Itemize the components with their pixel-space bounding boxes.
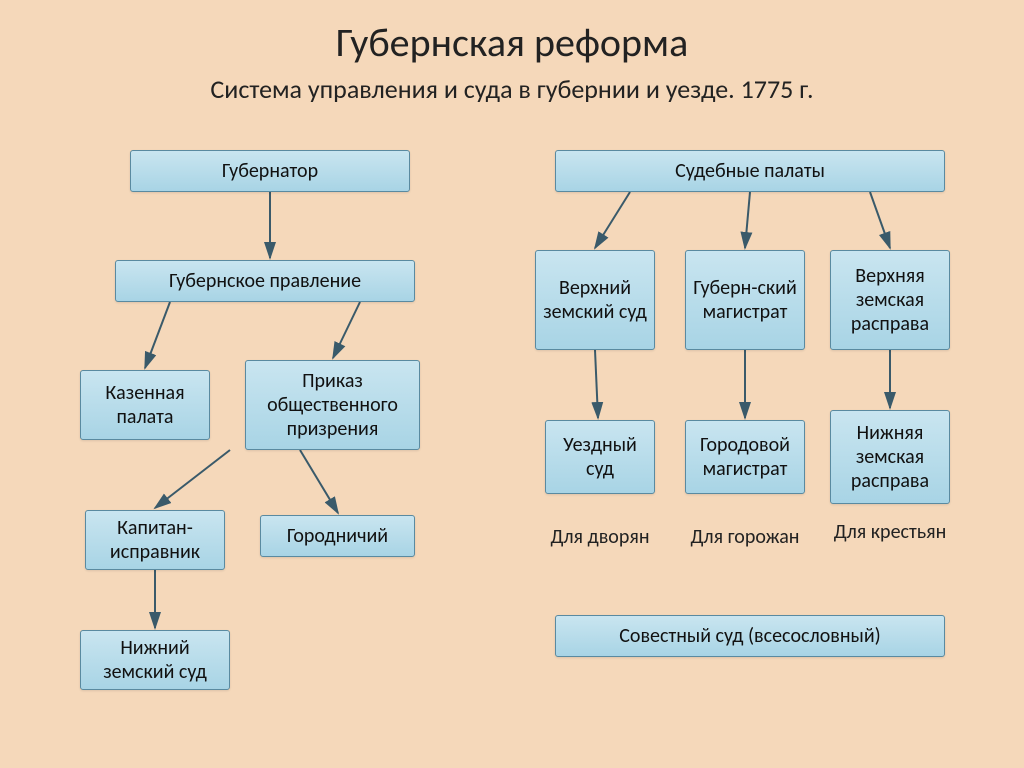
node-uezd-court: Уездный суд	[545, 420, 655, 494]
node-upper-zemsky: Верхний земский суд	[535, 250, 655, 350]
label-for-nobles: Для дворян	[545, 525, 655, 549]
node-governor: Губернатор	[130, 150, 410, 192]
node-gubernia-magistrat: Губерн-ский магистрат	[685, 250, 805, 350]
node-upper-zemskaya-rasprava: Верхняя земская расправа	[830, 250, 950, 350]
node-captain: Капитан-исправник	[85, 510, 225, 570]
page-title: Губернская реформа	[0, 0, 1024, 67]
node-lower-zemsky: Нижний земский суд	[80, 630, 230, 690]
node-court-chambers: Судебные палаты	[555, 150, 945, 192]
node-provincial-board: Губернское правление	[115, 260, 415, 302]
node-gorodnichiy: Городничий	[260, 515, 415, 557]
label-for-townspeople: Для горожан	[685, 525, 805, 549]
node-treasury: Казенная палата	[80, 370, 210, 440]
node-conscience-court: Совестный суд (всесословный)	[555, 615, 945, 657]
node-public-welfare: Приказ общественного призрения	[245, 360, 420, 450]
page-subtitle: Система управления и суда в губернии и у…	[0, 73, 1024, 105]
label-for-peasants: Для крестьян	[830, 520, 950, 544]
node-city-magistrat: Городовой магистрат	[685, 420, 805, 494]
node-lower-zemskaya-rasprava: Нижняя земская расправа	[830, 410, 950, 504]
